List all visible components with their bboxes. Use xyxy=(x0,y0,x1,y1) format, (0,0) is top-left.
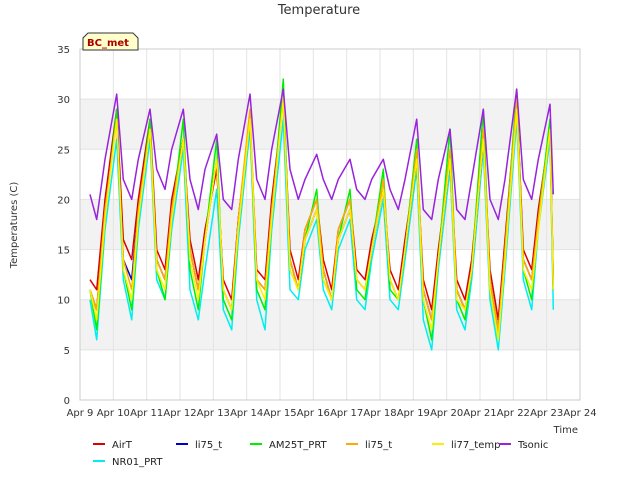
badge-box xyxy=(82,32,139,51)
x-tick-label: Apr 22 xyxy=(497,408,530,419)
x-tick-label: Apr 23 xyxy=(530,408,563,419)
y-tick-label: 25 xyxy=(57,145,70,156)
x-tick-label: Apr 12 xyxy=(163,408,196,419)
legend-item: Tsonic xyxy=(499,440,548,451)
legend-label: li75_t xyxy=(195,440,222,451)
legend-label: Tsonic xyxy=(517,440,548,451)
plot-band xyxy=(80,199,580,250)
legend-label: NR01_PRT xyxy=(112,457,163,468)
station-badge: BC_met xyxy=(82,32,139,51)
y-tick-label: 10 xyxy=(57,296,70,307)
x-tick-label: Apr 15 xyxy=(263,408,296,419)
x-tick-label: Apr 20 xyxy=(430,408,463,419)
x-tick-label: Apr 21 xyxy=(463,408,496,419)
legend-label: li75_t xyxy=(365,440,392,451)
x-tick-label: Apr 19 xyxy=(397,408,430,419)
legend-label: li77_temp xyxy=(451,440,500,451)
x-tick-label: Apr 10 xyxy=(97,408,130,419)
x-tick-label: Apr 24 xyxy=(563,408,596,419)
x-tick-label: Apr 17 xyxy=(330,408,363,419)
legend: AirT li75_t AM25T_PRT li75_t li77_temp Tsonic… xyxy=(93,440,548,468)
series-line-6 xyxy=(89,88,555,221)
y-tick-label: 20 xyxy=(57,195,70,206)
y-axis-title: Temperatures (C) xyxy=(9,182,20,270)
badge-label: BC_met xyxy=(87,38,129,49)
legend-item: AirT xyxy=(93,440,133,451)
x-tick-label: Apr 16 xyxy=(297,408,330,419)
x-axis-title: Time xyxy=(553,425,578,436)
y-tick-label: 0 xyxy=(64,396,70,407)
y-tick-label: 15 xyxy=(57,246,70,257)
legend-label: AirT xyxy=(112,440,133,451)
legend-item: NR01_PRT xyxy=(93,457,163,468)
y-tick-label: 30 xyxy=(57,95,70,106)
y-tick-label: 35 xyxy=(57,45,70,56)
x-tick-label: Apr 13 xyxy=(197,408,230,419)
series-line-5 xyxy=(89,98,555,341)
chart-title: Temperature xyxy=(277,3,360,18)
y-tick-label: 5 xyxy=(64,346,70,357)
legend-label: AM25T_PRT xyxy=(269,440,328,451)
plot-band xyxy=(80,99,580,150)
plot-frame xyxy=(79,48,581,401)
legend-item: li75_t xyxy=(176,440,222,451)
series-layer xyxy=(89,78,555,351)
legend-item: AM25T_PRT xyxy=(250,440,328,451)
legend-item: li77_temp xyxy=(432,440,500,451)
legend-item: li75_t xyxy=(346,440,392,451)
x-tick-label: Apr 9 xyxy=(67,408,94,419)
x-tick-label: Apr 11 xyxy=(130,408,163,419)
x-tick-label: Apr 14 xyxy=(230,408,263,419)
x-tick-label: Apr 18 xyxy=(363,408,396,419)
